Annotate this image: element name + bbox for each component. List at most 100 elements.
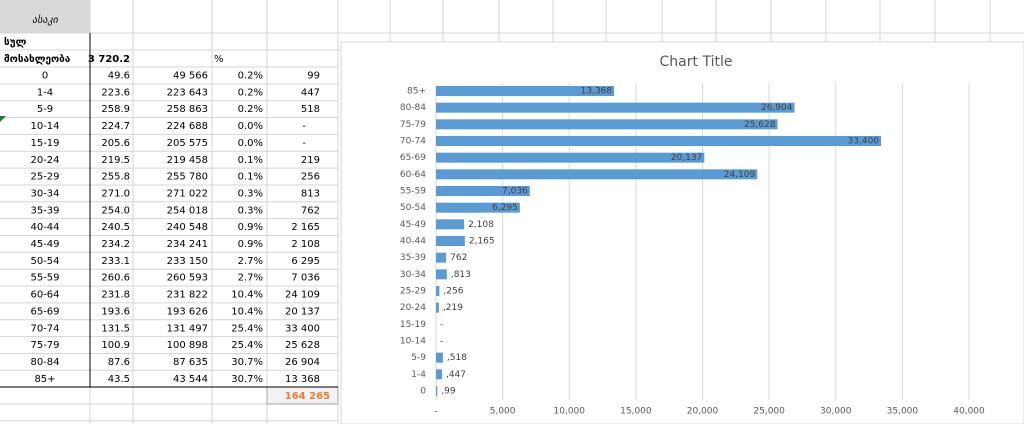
cell: 35-39 [30,205,59,216]
y-tick-label: 50-54 [400,203,426,213]
y-tick-label: 5-9 [411,353,426,363]
data-label: 13,368 [581,87,613,97]
y-tick-label: 1-4 [411,370,426,380]
y-tick-label: 25-29 [400,287,426,297]
cell: 10-14 [30,121,59,132]
data-label: 26,904 [761,103,793,113]
cell: 0.2% [238,104,263,115]
percent-header: % [214,54,224,65]
header-text: ასაკი [32,14,58,26]
cell: 518 [301,104,320,115]
cell: 254 018 [167,205,208,216]
cell: 260.6 [101,273,130,284]
cell: 87.6 [108,357,130,368]
cell: 2.7% [238,273,263,284]
cell: 260 593 [167,273,208,284]
cell: 254.0 [101,205,130,216]
cell: 26 904 [285,357,320,368]
cell: 33 400 [285,323,320,334]
data-label: 2,165 [469,237,495,247]
cell: 50-54 [30,256,59,267]
x-tick-label: 15,000 [620,407,652,417]
y-tick-label: 0 [420,387,426,397]
data-label: 25,628 [744,120,776,130]
y-tick-label: 30-34 [400,270,426,280]
cell: 0 [42,71,48,82]
cell: 131.5 [101,323,130,334]
bar [436,236,465,246]
data-label: 6,295 [492,203,518,213]
cell: 100 898 [167,340,208,351]
data-label: ,813 [451,270,471,280]
cell: 205.6 [101,138,130,149]
cell: 49.6 [108,71,130,82]
cell: 20 137 [285,306,320,317]
y-tick-label: 20-24 [400,303,426,313]
data-label: 2,108 [468,220,494,230]
cell: 25-29 [30,172,59,183]
y-tick-label: 35-39 [400,253,426,263]
cell: 0.3% [238,205,263,216]
x-tick-label: 5,000 [490,407,516,417]
x-tick-label: 10,000 [554,407,586,417]
cell: 0.9% [238,222,263,233]
bar [436,136,882,146]
cell: 24 109 [285,290,320,301]
bar [436,219,465,230]
grand-total: 164 265 [285,391,330,402]
y-tick-label: 45-49 [400,220,426,230]
cell: 762 [301,205,320,216]
cell: 223 643 [167,87,208,98]
cell: 55-59 [30,273,59,284]
cell: 447 [301,87,320,98]
cell: 258.9 [101,104,130,115]
cell: 70-74 [30,323,59,334]
cell: 10.4% [231,290,263,301]
bar [436,86,615,96]
data-label: 7,036 [502,187,528,197]
data-label: - [440,337,443,347]
cell: 193 626 [167,306,208,317]
cell: 231.8 [101,290,130,301]
cell: 0.2% [238,87,263,98]
cell: 25 628 [285,340,320,351]
cell: 1-4 [37,87,53,98]
chart-title: Chart Title [660,54,733,70]
cell: 85+ [34,374,55,385]
cell: 224.7 [101,121,130,132]
y-tick-label: 85+ [407,87,426,97]
cell: 205 575 [167,138,208,149]
cell: 2 165 [291,222,320,233]
y-tick-label: 75-79 [400,120,426,130]
cell: 7 036 [291,273,320,284]
bar [436,286,440,296]
cell: 30-34 [30,188,59,199]
cell: 87 635 [173,357,208,368]
cell: 0.3% [238,188,263,199]
bar [436,369,442,380]
cell: 255.8 [101,172,130,183]
data-label: ,219 [443,303,463,313]
cell: 219 [301,155,320,166]
cell: 30.7% [231,374,263,385]
y-tick-label: 80-84 [400,103,426,113]
y-tick-label: 55-59 [400,187,426,197]
cell: 25.4% [231,323,263,334]
y-tick-label: 65-69 [400,153,426,163]
data-label: 762 [450,253,467,263]
bar [436,119,778,130]
cell-flag [0,116,6,122]
cell: 219.5 [101,155,130,166]
header-cell [0,0,90,33]
cell: 5-9 [37,104,53,115]
cell: 255 780 [167,172,208,183]
cell: 223.6 [101,87,130,98]
cell: - [302,138,306,149]
cell: 80-84 [30,357,59,368]
cell: 0.0% [238,138,263,149]
bar [436,202,520,213]
y-tick-label: 60-64 [400,170,426,180]
population-label: მოსახლეობა [4,53,71,65]
bar [436,102,795,113]
